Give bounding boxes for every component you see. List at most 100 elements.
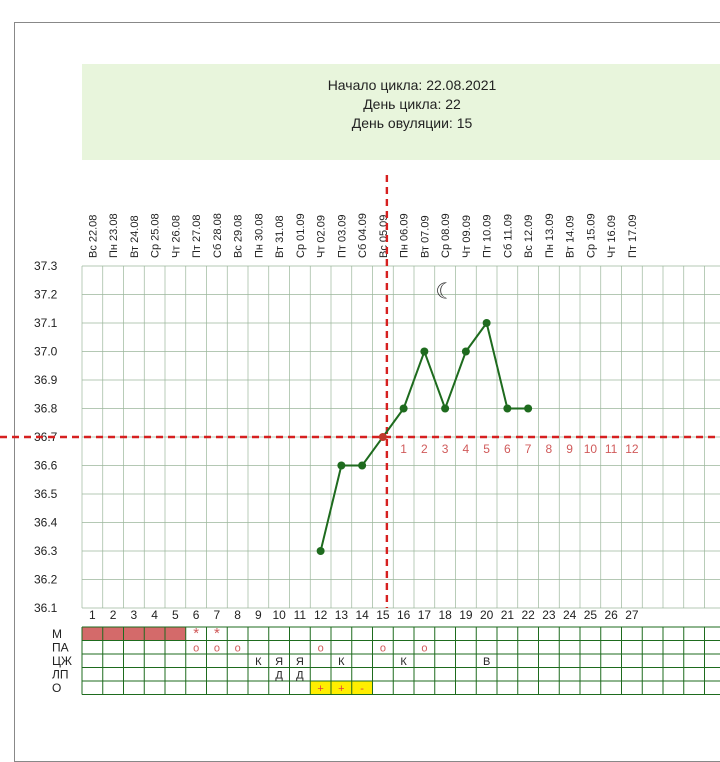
day-number: 13 [335, 608, 349, 622]
luteal-day-label: 11 [605, 442, 618, 456]
luteal-day-label: 8 [546, 442, 553, 456]
luteal-day-label: 10 [584, 442, 598, 456]
table-cell-mark: * [214, 625, 220, 642]
table-cell-mark: К [255, 656, 262, 668]
table-cell-mark: К [338, 656, 345, 668]
table-cell-mark: * [193, 625, 199, 642]
day-number: 18 [438, 608, 452, 622]
table-cell-mark: o [318, 643, 324, 655]
date-label: Пн 13.09 [544, 213, 556, 258]
temperature-point [524, 404, 533, 413]
table-cell-mark: o [235, 643, 241, 655]
date-label: Вт 24.08 [129, 215, 141, 258]
temperature-point [378, 433, 387, 441]
cycle-summary-header: Начало цикла: 22.08.2021 День цикла: 22 … [82, 64, 720, 160]
day-number: 19 [459, 608, 473, 622]
date-label: Вт 07.09 [419, 215, 431, 258]
temperature-point [399, 404, 408, 413]
day-number: 17 [418, 608, 432, 622]
date-label: Ср 15.09 [585, 213, 597, 258]
date-label: Вс 12.09 [523, 215, 535, 258]
day-number: 14 [355, 608, 369, 622]
luteal-day-label: 12 [625, 442, 639, 456]
date-label: Пт 27.08 [191, 214, 203, 258]
date-label: Вс 05.09 [378, 215, 390, 258]
menses-cell [165, 627, 186, 641]
y-tick-label: 36.1 [34, 601, 58, 615]
day-number: 11 [294, 608, 307, 622]
temperature-point [316, 547, 325, 555]
y-tick-label: 36.5 [34, 487, 58, 501]
y-tick-label: 37.3 [34, 259, 58, 273]
day-number: 24 [563, 608, 577, 622]
table-row-label: ПА [52, 641, 69, 655]
table-row-label: О [52, 681, 61, 695]
day-number: 9 [255, 608, 262, 622]
date-label: Пт 10.09 [482, 214, 494, 258]
table-cell-mark: В [483, 656, 490, 668]
date-label: Вс 29.08 [233, 215, 245, 258]
table-cell-mark: + [317, 683, 323, 695]
table-cell-mark: Д [275, 670, 283, 682]
day-number: 21 [501, 608, 515, 622]
day-number: 5 [172, 608, 179, 622]
date-label: Чт 26.08 [170, 215, 182, 258]
table-cell-mark: - [360, 683, 364, 695]
date-label: Пт 17.09 [627, 214, 639, 258]
moon-icon: ☾ [435, 279, 455, 304]
table-cell-mark: Д [296, 670, 304, 682]
luteal-day-label: 6 [504, 442, 511, 456]
day-number: 27 [625, 608, 639, 622]
y-tick-label: 36.4 [34, 516, 58, 530]
temperature-point [503, 404, 512, 413]
luteal-day-label: 7 [525, 442, 532, 456]
day-number: 3 [131, 608, 138, 622]
date-label: Пт 03.09 [336, 214, 348, 258]
menses-cell [123, 627, 145, 641]
date-label: Сб 04.09 [357, 213, 369, 258]
day-number: 7 [214, 608, 221, 622]
date-label: Сб 28.08 [212, 213, 224, 258]
date-label: Чт 16.09 [606, 215, 618, 258]
day-number: 6 [193, 608, 200, 622]
table-cell-mark: o [193, 643, 199, 655]
luteal-day-label: 5 [483, 442, 490, 456]
date-label: Сб 11.09 [502, 214, 514, 258]
menses-cell [82, 627, 103, 641]
y-tick-label: 36.8 [34, 402, 58, 416]
temperature-point [482, 319, 491, 327]
ovulation-day-label: День овуляции: 15 [351, 115, 473, 131]
temperature-point [441, 404, 450, 413]
date-label: Чт 09.09 [461, 215, 473, 258]
y-tick-label: 37.0 [34, 345, 58, 359]
day-number: 8 [234, 608, 241, 622]
luteal-day-label: 3 [442, 442, 449, 456]
y-tick-label: 37.1 [34, 316, 58, 330]
day-number: 15 [376, 608, 390, 622]
luteal-day-label: 4 [463, 442, 470, 456]
date-label: Пн 23.08 [108, 213, 120, 258]
table-cell-mark: Я [275, 656, 283, 668]
date-label: Чт 02.09 [316, 215, 328, 258]
luteal-day-label: 2 [421, 442, 428, 456]
date-label: Ср 25.08 [150, 213, 162, 258]
date-label: Ср 08.09 [440, 213, 452, 258]
y-tick-label: 36.9 [34, 373, 58, 387]
temperature-point [337, 461, 346, 470]
bbt-chart: 37.3 37.2 37.1 37.0 36.9 36.8 36.7 36.6 36.5 36.4… [0, 175, 720, 695]
date-label: Вт 31.08 [274, 215, 286, 258]
day-number: 4 [151, 608, 158, 622]
y-tick-label: 36.3 [34, 544, 58, 558]
table-cell-mark: o [421, 643, 427, 655]
cycle-day-label: День цикла: 22 [363, 96, 461, 112]
day-number: 16 [397, 608, 411, 622]
temperature-point [358, 461, 367, 470]
table-cell-mark: + [338, 683, 344, 695]
table-row-label: ЛП [52, 668, 69, 682]
test-cell-highlight [310, 681, 331, 695]
menses-cell [102, 627, 124, 641]
luteal-day-label: 9 [566, 442, 573, 456]
luteal-day-label: 1 [400, 442, 407, 456]
date-label: Пн 06.09 [399, 213, 411, 258]
day-number: 1 [89, 608, 96, 622]
